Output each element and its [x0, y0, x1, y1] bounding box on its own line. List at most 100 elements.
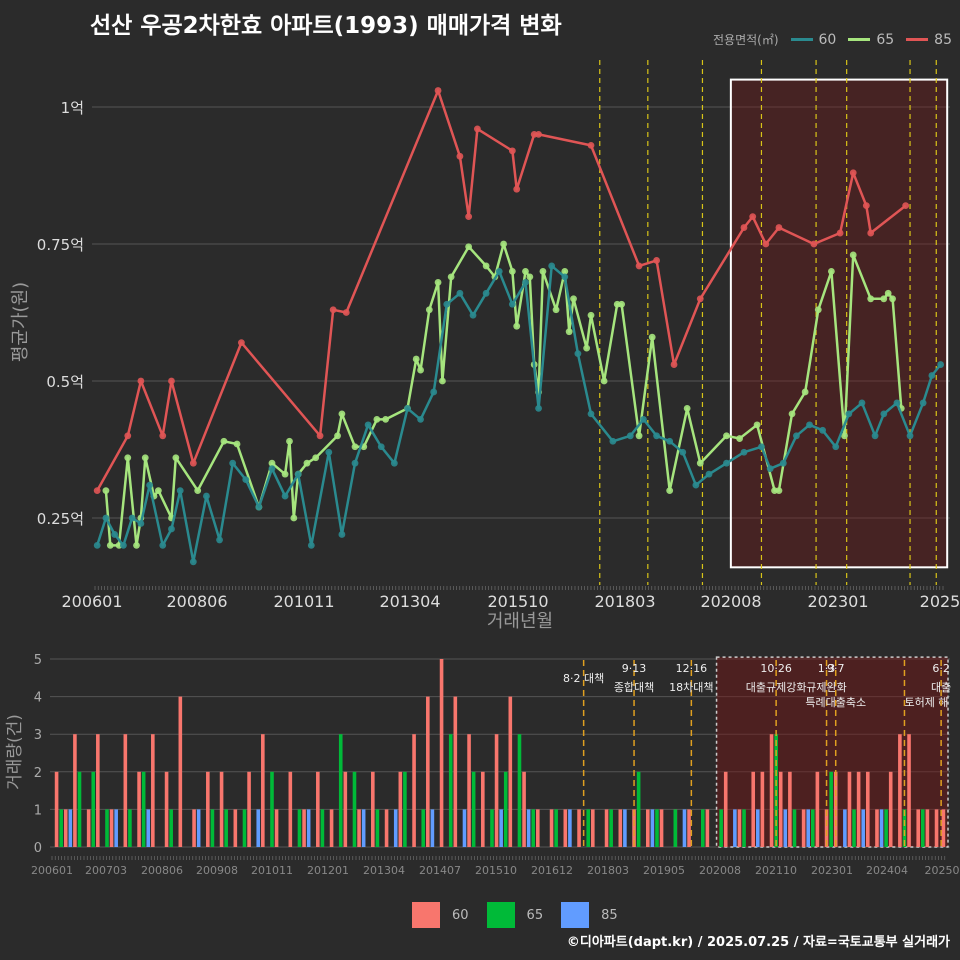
data-point-85: [465, 213, 473, 221]
legend-label-60: 60: [818, 31, 837, 48]
data-point-65: [801, 388, 809, 396]
bar-60: [494, 734, 499, 847]
policy-label: 8·2 대책: [563, 672, 604, 685]
data-point-60: [255, 503, 263, 511]
data-point-60: [845, 410, 853, 418]
bar-y-tick-label: 4: [34, 691, 42, 706]
bar-65: [554, 809, 558, 847]
data-point-85: [740, 224, 748, 231]
data-point-65: [666, 487, 674, 494]
bar-85: [783, 809, 788, 847]
bar-60: [316, 771, 320, 847]
bar-60: [219, 771, 224, 847]
bar-60: [577, 809, 581, 847]
data-point-65: [351, 443, 359, 451]
bar-65: [701, 809, 705, 847]
bar-65: [792, 809, 797, 847]
bar-60: [563, 809, 568, 847]
data-point-65: [233, 440, 241, 448]
bar-85: [526, 809, 531, 847]
data-point-65: [447, 273, 455, 281]
bar-x-tick-label: 200806: [141, 864, 183, 877]
bar-60: [925, 809, 930, 847]
data-point-60: [443, 300, 451, 308]
x-tick-label: 201803: [594, 592, 655, 611]
bar-60: [164, 771, 169, 847]
bar-60: [371, 771, 375, 847]
data-point-85: [810, 240, 818, 248]
bar-60: [865, 771, 870, 847]
data-point-60: [535, 405, 542, 412]
data-point-60: [417, 415, 424, 423]
data-point-65: [570, 295, 577, 303]
data-point-60: [146, 481, 154, 489]
bar-60: [412, 734, 416, 847]
bar-65: [91, 771, 96, 847]
bar-60: [760, 771, 765, 847]
data-point-60: [93, 542, 101, 549]
data-point-65: [154, 487, 162, 494]
data-point-60: [508, 300, 516, 308]
bar-65: [224, 809, 228, 847]
data-point-85: [653, 257, 660, 264]
bar-65: [503, 771, 508, 847]
bar-65: [352, 771, 357, 847]
bar-65: [448, 734, 453, 847]
data-point-60: [679, 448, 687, 456]
data-point-65: [412, 355, 420, 363]
bar-60: [357, 809, 361, 847]
data-point-60: [469, 311, 477, 319]
data-point-60: [919, 399, 927, 407]
bar-60: [109, 809, 114, 847]
bar-y-tick-label: 1: [34, 803, 42, 818]
bar-x-tick-label: 201905: [643, 864, 685, 877]
bar-65: [829, 771, 833, 847]
bar-60: [137, 771, 141, 847]
data-point-85: [342, 309, 350, 316]
data-point-60: [548, 262, 556, 270]
bar-60: [824, 809, 829, 847]
policy-label: 대출: [931, 681, 951, 694]
bar-60: [907, 734, 911, 847]
bar-60: [801, 809, 806, 847]
x-tick-label: 200806: [166, 592, 227, 611]
bar-60: [96, 734, 100, 847]
data-point-85: [670, 361, 678, 368]
bar-60: [63, 809, 68, 847]
bar-85: [68, 809, 73, 847]
data-point-65: [583, 344, 591, 352]
data-point-65: [417, 366, 424, 374]
bar-60: [888, 771, 893, 847]
x-tick-label: 200601: [61, 592, 122, 611]
bar-legend-swatch-85: [561, 902, 590, 928]
data-point-60: [574, 350, 582, 357]
data-point-60: [522, 278, 529, 286]
data-point-60: [229, 459, 237, 467]
bar-x-tick-label: 20250: [925, 864, 960, 877]
policy-label: 특례대출축소: [805, 696, 866, 709]
bar-legend: 60 65 85: [412, 902, 618, 928]
data-point-85: [456, 152, 464, 160]
bar-60: [151, 734, 155, 847]
bar-85: [682, 809, 687, 847]
bar-60: [769, 734, 774, 847]
bar-60: [233, 809, 238, 847]
bar-60: [86, 809, 91, 847]
bar-60: [941, 809, 946, 847]
bar-60: [875, 809, 879, 847]
bar-65: [810, 809, 815, 847]
bar-65: [169, 809, 173, 847]
bar-60: [646, 809, 650, 847]
data-point-85: [159, 432, 167, 440]
bar-65: [77, 771, 82, 847]
data-point-85: [316, 432, 324, 440]
data-point-65: [775, 487, 783, 494]
data-point-60: [495, 268, 503, 275]
data-point-60: [928, 372, 936, 379]
bar-85: [306, 809, 311, 847]
data-point-85: [862, 202, 870, 210]
data-point-60: [364, 421, 372, 429]
bar-legend-label-60: 60: [452, 907, 469, 923]
bar-85: [146, 809, 151, 847]
data-point-60: [666, 437, 674, 445]
